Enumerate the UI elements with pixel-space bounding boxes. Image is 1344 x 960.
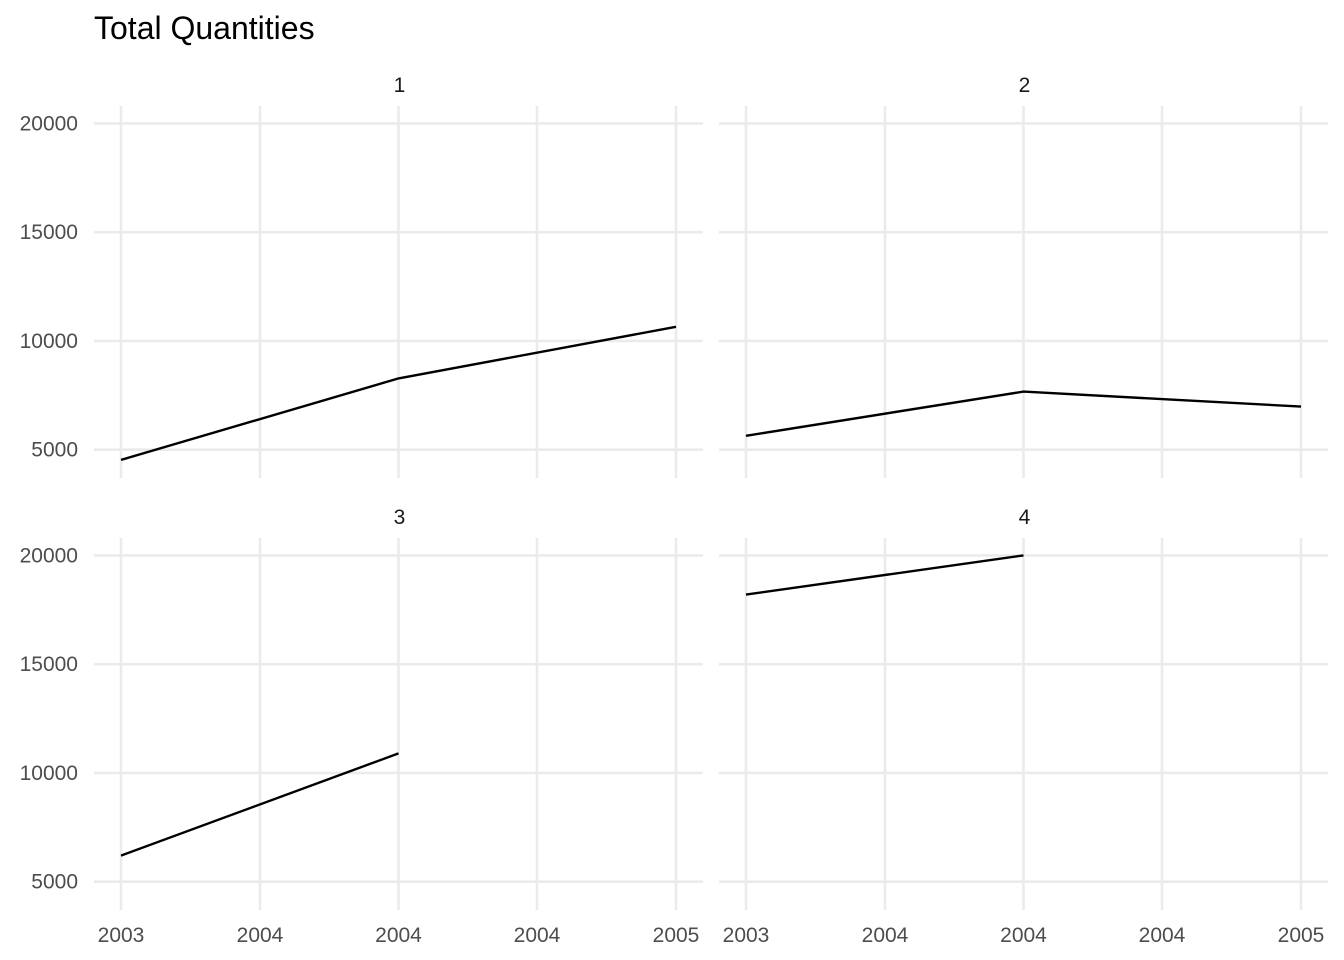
facet-strip-label: 2 — [1019, 74, 1031, 97]
facet-panel-4: 4 — [719, 506, 1328, 910]
y-tick-label: 15000 — [20, 221, 78, 244]
y-tick-label: 5000 — [31, 439, 78, 462]
y-tick-label: 10000 — [20, 330, 78, 353]
series-line-2 — [745, 390, 1302, 437]
x-tick-label: 2005 — [1278, 924, 1325, 947]
x-axis-labels: 2003 2004 2004 2004 2005 2003 2004 2004 2004 2005 — [98, 924, 1325, 947]
y-tick-label: 10000 — [20, 762, 78, 785]
chart-title: Total Quantities — [94, 10, 315, 46]
facet-panel-2: 2 — [719, 74, 1328, 478]
x-tick-label: 2005 — [653, 924, 700, 947]
facet-panels: 1 2 3 4 — [94, 74, 1328, 910]
y-tick-label: 15000 — [20, 653, 78, 676]
x-tick-label: 2004 — [514, 924, 561, 947]
facet-strip-label: 4 — [1019, 506, 1031, 529]
y-tick-label: 5000 — [31, 871, 78, 894]
series-line-1 — [120, 325, 677, 462]
facet-panel-1: 1 — [94, 74, 703, 478]
series-line-3 — [120, 752, 399, 857]
y-tick-label: 20000 — [20, 544, 78, 567]
x-tick-label: 2004 — [237, 924, 284, 947]
x-tick-label: 2003 — [98, 924, 145, 947]
x-tick-label: 2003 — [723, 924, 770, 947]
x-tick-label: 2004 — [1139, 924, 1186, 947]
y-axis-labels: 5000 10000 15000 20000 5000 10000 15000 20000 — [20, 112, 78, 893]
x-tick-label: 2004 — [862, 924, 909, 947]
facet-panel-3: 3 — [94, 506, 703, 910]
facet-strip-label: 3 — [394, 506, 406, 529]
x-tick-label: 2004 — [375, 924, 422, 947]
series-line-4 — [745, 554, 1024, 596]
facet-strip-label: 1 — [394, 74, 406, 97]
x-tick-label: 2004 — [1000, 924, 1047, 947]
y-tick-label: 20000 — [20, 112, 78, 135]
